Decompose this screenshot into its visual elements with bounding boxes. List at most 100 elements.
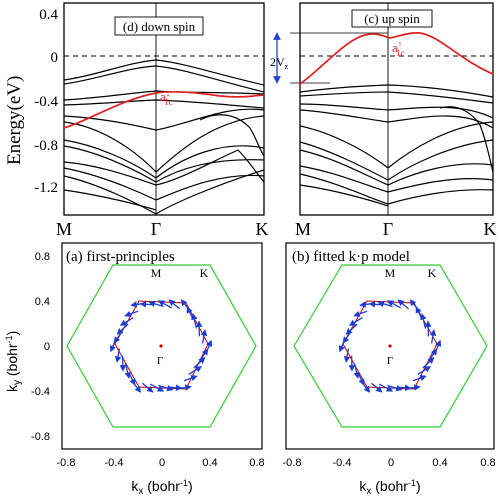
spin-arrow <box>199 348 209 361</box>
k-label-gamma: Γ <box>151 219 161 239</box>
spin-arrow <box>353 310 368 318</box>
ky-tick: 0.4 <box>35 296 50 308</box>
spin-arrow <box>149 383 165 392</box>
point-label-k: K <box>428 266 437 280</box>
spin-arrow <box>183 374 198 382</box>
spin-arrow <box>188 366 203 375</box>
kx-tick: -0.8 <box>283 457 302 469</box>
svg-text:2Vz: 2Vz <box>270 55 289 71</box>
kx-tick-labels: -0.8 -0.4 0 0.4 0.8 <box>283 457 496 469</box>
k-label-m: M <box>295 219 311 239</box>
spin-arrow <box>417 366 432 375</box>
plot-frame <box>299 2 494 216</box>
band-lines <box>299 84 494 207</box>
spin-arrow <box>343 348 351 363</box>
spin-arrow <box>109 340 116 353</box>
panel-title: (a) first-principles <box>66 249 175 265</box>
spin-arrow <box>179 384 192 391</box>
panel-title: (b) fitted k·p model <box>292 249 410 265</box>
point-label-k: K <box>200 266 209 280</box>
kx-tick-labels: -0.8 -0.4 0 0.4 0.8 <box>57 457 265 469</box>
kx-tick: -0.4 <box>105 457 124 469</box>
point-label-gamma: Γ <box>157 355 163 367</box>
ky-tick: -0.4 <box>31 386 50 398</box>
spin-arrow <box>148 300 164 308</box>
spin-arrow <box>387 384 403 392</box>
spin-arrow <box>377 300 393 308</box>
band-panel-down: Energy(eV) 0.4 0 -0.4 -0.8 -1.2 <box>4 2 269 239</box>
spin-arrow <box>342 331 352 344</box>
kx-tick: 0.8 <box>480 457 495 469</box>
spin-arrow <box>130 301 143 308</box>
spin-arrow <box>114 348 122 363</box>
spin-arrow <box>200 329 208 344</box>
spin-arrow <box>180 299 189 310</box>
kx-tick: 0.8 <box>249 457 264 469</box>
spin-arrow <box>422 357 435 369</box>
point-label-gamma: Γ <box>387 355 393 367</box>
spin-arrow <box>353 363 360 379</box>
spin-arrow <box>412 374 427 382</box>
spin-arrow <box>142 382 154 393</box>
k-point-labels: M Γ K <box>56 219 269 239</box>
spin-arrow <box>409 299 418 310</box>
ky-tick: 0.8 <box>35 251 50 263</box>
spin-arrow <box>429 329 437 344</box>
gamma-point <box>159 344 163 348</box>
spin-arrow <box>119 317 134 326</box>
energy-tick: 0 <box>51 50 59 66</box>
energy-tick: 0.4 <box>39 7 58 23</box>
spin-arrow <box>193 357 206 369</box>
spin-panel-kp-model: (b) fitted k·p model M K Γ -0.8 -0.4 0 0… <box>283 242 496 497</box>
ky-tick: -0.8 <box>31 431 50 443</box>
spin-arrow <box>116 323 129 335</box>
spin-panel-first-principles: ky (bohr-1) 0.8 0.4 0 -0.4 -0.8 (a) firs… <box>4 242 265 497</box>
spin-arrow <box>415 306 423 320</box>
spin-arrow <box>368 301 384 308</box>
energy-axis-label: Energy(eV) <box>4 76 25 165</box>
spin-arrow <box>338 340 345 353</box>
panel-title-box <box>351 9 433 28</box>
spin-arrow <box>371 382 383 393</box>
gap-label: 2Vz <box>270 55 289 71</box>
ky-tick: 0 <box>44 341 50 353</box>
plot-frame <box>63 2 265 216</box>
a1c-down-band <box>63 90 265 129</box>
spin-arrow <box>157 300 173 309</box>
spin-arrows <box>109 299 213 393</box>
spin-arrow <box>428 348 438 361</box>
k-label-gamma: Γ <box>383 219 393 239</box>
spin-arrow <box>420 313 427 329</box>
spin-arrow <box>378 383 394 392</box>
kx-tick: 0.4 <box>202 457 217 469</box>
kx-tick: -0.8 <box>57 457 76 469</box>
plot-frame <box>61 242 263 450</box>
kx-tick: 0.4 <box>432 457 447 469</box>
spin-arrow <box>362 382 371 393</box>
panel-title: (d) down spin <box>123 19 196 34</box>
energy-tick-labels: 0.4 0 -0.4 -0.8 -1.2 <box>34 7 58 196</box>
spin-arrow <box>348 317 363 326</box>
spin-arrow <box>128 372 136 386</box>
spin-arrow <box>396 384 412 391</box>
energy-tick: -0.8 <box>34 138 58 154</box>
plot-frame <box>285 242 495 450</box>
energy-tick: -1.2 <box>34 180 58 196</box>
k-label-k: K <box>484 219 497 239</box>
point-label-m: M <box>151 266 162 280</box>
a1c-down-label: a↓ 1c <box>160 88 173 107</box>
kx-tick: 0 <box>388 457 394 469</box>
spin-arrows <box>338 299 442 393</box>
k-label-m: M <box>56 219 72 239</box>
spin-arrow <box>359 301 372 308</box>
band-panel-up: a↑ 1c 2Vz (c) up spin M Γ K <box>270 2 497 239</box>
panel-title-box <box>114 16 204 36</box>
kx-axis-label: kx (bohr-1) <box>131 478 192 497</box>
spin-arrow <box>168 299 180 310</box>
kx-tick: -0.4 <box>333 457 352 469</box>
gamma-point <box>388 344 392 348</box>
point-label-m: M <box>385 266 396 280</box>
spin-arrow <box>397 299 409 310</box>
spin-arrow <box>158 384 174 392</box>
